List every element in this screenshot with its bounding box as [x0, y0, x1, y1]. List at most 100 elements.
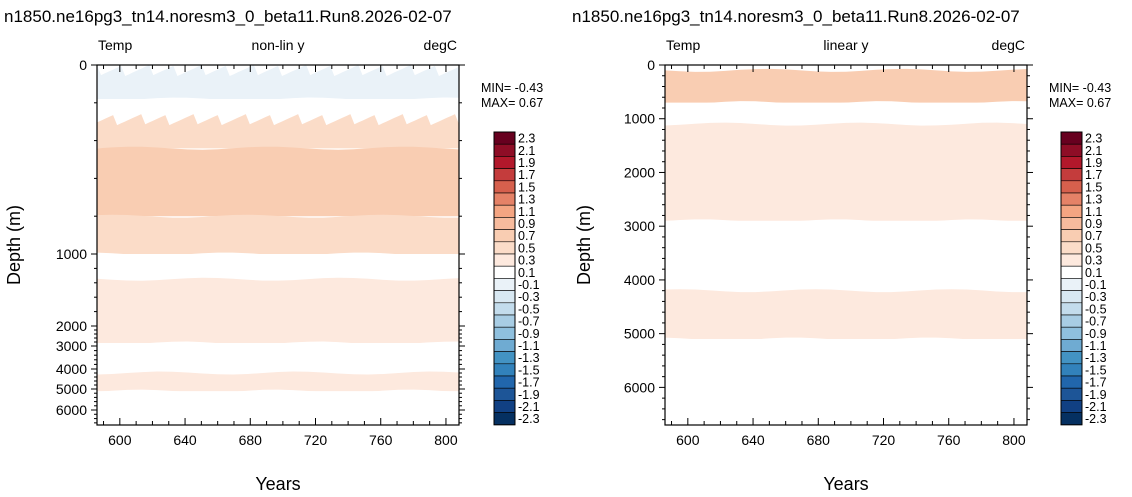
colorbar-label: -1.1	[1085, 339, 1107, 353]
x-tick-label: 720	[872, 432, 896, 448]
colorbar-label: -0.3	[1085, 290, 1107, 304]
subtitle-variable: Temp	[666, 37, 700, 53]
colorbar-swatch	[1060, 314, 1083, 328]
x-tick-label: 640	[741, 432, 765, 448]
x-tick-label: 680	[239, 432, 263, 448]
colorbar-label: 1.5	[518, 180, 535, 194]
subtitle-units: degC	[424, 37, 457, 53]
colorbar-swatch	[1060, 156, 1083, 169]
colorbar: 2.32.11.91.71.51.31.10.90.70.50.30.1-0.1…	[493, 131, 540, 426]
colorbar-swatch	[1060, 339, 1083, 352]
colorbar-swatch	[1060, 387, 1083, 401]
colorbar-label: 1.7	[518, 168, 535, 182]
chart-panel-1: n1850.ne16pg3_tn14.noresm3_0_beta11.Run8…	[4, 7, 543, 494]
colorbar-swatch	[1060, 180, 1083, 194]
colorbar-frame	[1060, 131, 1083, 426]
colorbar-swatch	[493, 265, 516, 279]
colorbar-label: -2.3	[518, 412, 540, 426]
colorbar-label: 0.7	[518, 229, 535, 243]
colorbar-label: 0.9	[1085, 217, 1102, 231]
x-tick-label: 760	[937, 432, 961, 448]
colorbar-frame	[493, 131, 516, 426]
subtitle-units: degC	[992, 37, 1025, 53]
x-axis-label: Years	[255, 474, 300, 494]
y-axis-label: Depth (m)	[574, 205, 594, 285]
colorbar-label: 1.3	[1085, 193, 1102, 207]
colorbar-label: 0.5	[1085, 241, 1102, 255]
colorbar-label: 2.3	[518, 132, 535, 146]
colorbar-label: -0.9	[518, 327, 540, 341]
colorbar-swatch	[1060, 265, 1083, 279]
colorbar-swatch	[1060, 229, 1083, 243]
colorbar-swatch	[1060, 131, 1083, 145]
x-tick-label: 800	[1002, 432, 1026, 448]
colorbar-swatch	[493, 229, 516, 243]
y-tick-label: 1000	[56, 246, 87, 262]
colorbar-swatch	[493, 241, 516, 255]
colorbar-label: 0.3	[518, 254, 535, 268]
y-tick-label: 6000	[624, 379, 655, 395]
max-value-label: MAX= 0.67	[481, 96, 543, 110]
colorbar-swatch	[493, 326, 516, 340]
colorbar-label: -2.3	[1085, 412, 1107, 426]
colorbar-label: 0.5	[518, 241, 535, 255]
x-tick-label: 640	[173, 432, 197, 448]
colorbar-label: -2.1	[1085, 400, 1107, 414]
subtitle-variable: Temp	[98, 37, 132, 53]
contour-band	[97, 341, 459, 373]
colorbar: 2.32.11.91.71.51.31.10.90.70.50.30.1-0.1…	[1060, 131, 1107, 426]
y-tick-label: 3000	[56, 338, 87, 354]
x-tick-label: 760	[369, 432, 393, 448]
y-tick-label: 2000	[56, 318, 87, 334]
colorbar-swatch	[1060, 168, 1083, 182]
colorbar-swatch	[493, 387, 516, 401]
colorbar-label: 0.7	[1085, 229, 1102, 243]
y-tick-label: 2000	[624, 164, 655, 180]
contour-band	[97, 389, 459, 425]
colorbar-swatch	[1060, 400, 1083, 413]
colorbar-label: 1.7	[1085, 168, 1102, 182]
colorbar-swatch	[1060, 290, 1083, 304]
contour-band	[97, 97, 459, 115]
contour-band	[97, 252, 459, 280]
colorbar-swatch	[1060, 375, 1083, 389]
colorbar-label: 0.3	[1085, 254, 1102, 268]
colorbar-label: -0.5	[518, 302, 540, 316]
colorbar-label: -0.7	[518, 315, 540, 329]
colorbar-label: -0.7	[1085, 315, 1107, 329]
x-tick-label: 720	[304, 432, 328, 448]
contour-band	[665, 122, 1027, 221]
y-tick-label: 6000	[56, 402, 87, 418]
y-tick-label: 5000	[56, 381, 87, 397]
colorbar-label: -0.3	[518, 290, 540, 304]
min-value-label: MIN= -0.43	[481, 81, 543, 95]
colorbar-label: -1.5	[1085, 363, 1107, 377]
colorbar-label: 1.5	[1085, 180, 1102, 194]
y-tick-label: 4000	[56, 361, 87, 377]
colorbar-swatch	[493, 278, 516, 291]
subtitle-axis-type: non-lin y	[252, 37, 305, 53]
colorbar-label: -1.7	[518, 376, 540, 390]
x-tick-label: 600	[676, 432, 700, 448]
colorbar-swatch	[493, 412, 516, 426]
y-tick-label: 0	[79, 57, 87, 73]
colorbar-swatch	[1060, 363, 1083, 377]
colorbar-swatch	[1060, 204, 1083, 218]
colorbar-swatch	[1060, 241, 1083, 255]
contour-band-edge	[97, 114, 459, 149]
colorbar-label: -0.9	[1085, 327, 1107, 341]
colorbar-label: -1.3	[1085, 351, 1107, 365]
colorbar-swatch	[493, 314, 516, 328]
colorbar-label: -0.5	[1085, 302, 1107, 316]
contour-band	[665, 219, 1027, 291]
colorbar-swatch	[493, 217, 516, 230]
colorbar-label: -1.9	[1085, 388, 1107, 402]
plot-frame	[96, 64, 460, 426]
contour-band-edge	[97, 65, 459, 99]
colorbar-label: -1.9	[518, 388, 540, 402]
plot-frame	[664, 64, 1028, 426]
y-tick-label: 1000	[624, 111, 655, 127]
colorbar-swatch	[1060, 253, 1083, 267]
colorbar-label: -1.3	[518, 351, 540, 365]
